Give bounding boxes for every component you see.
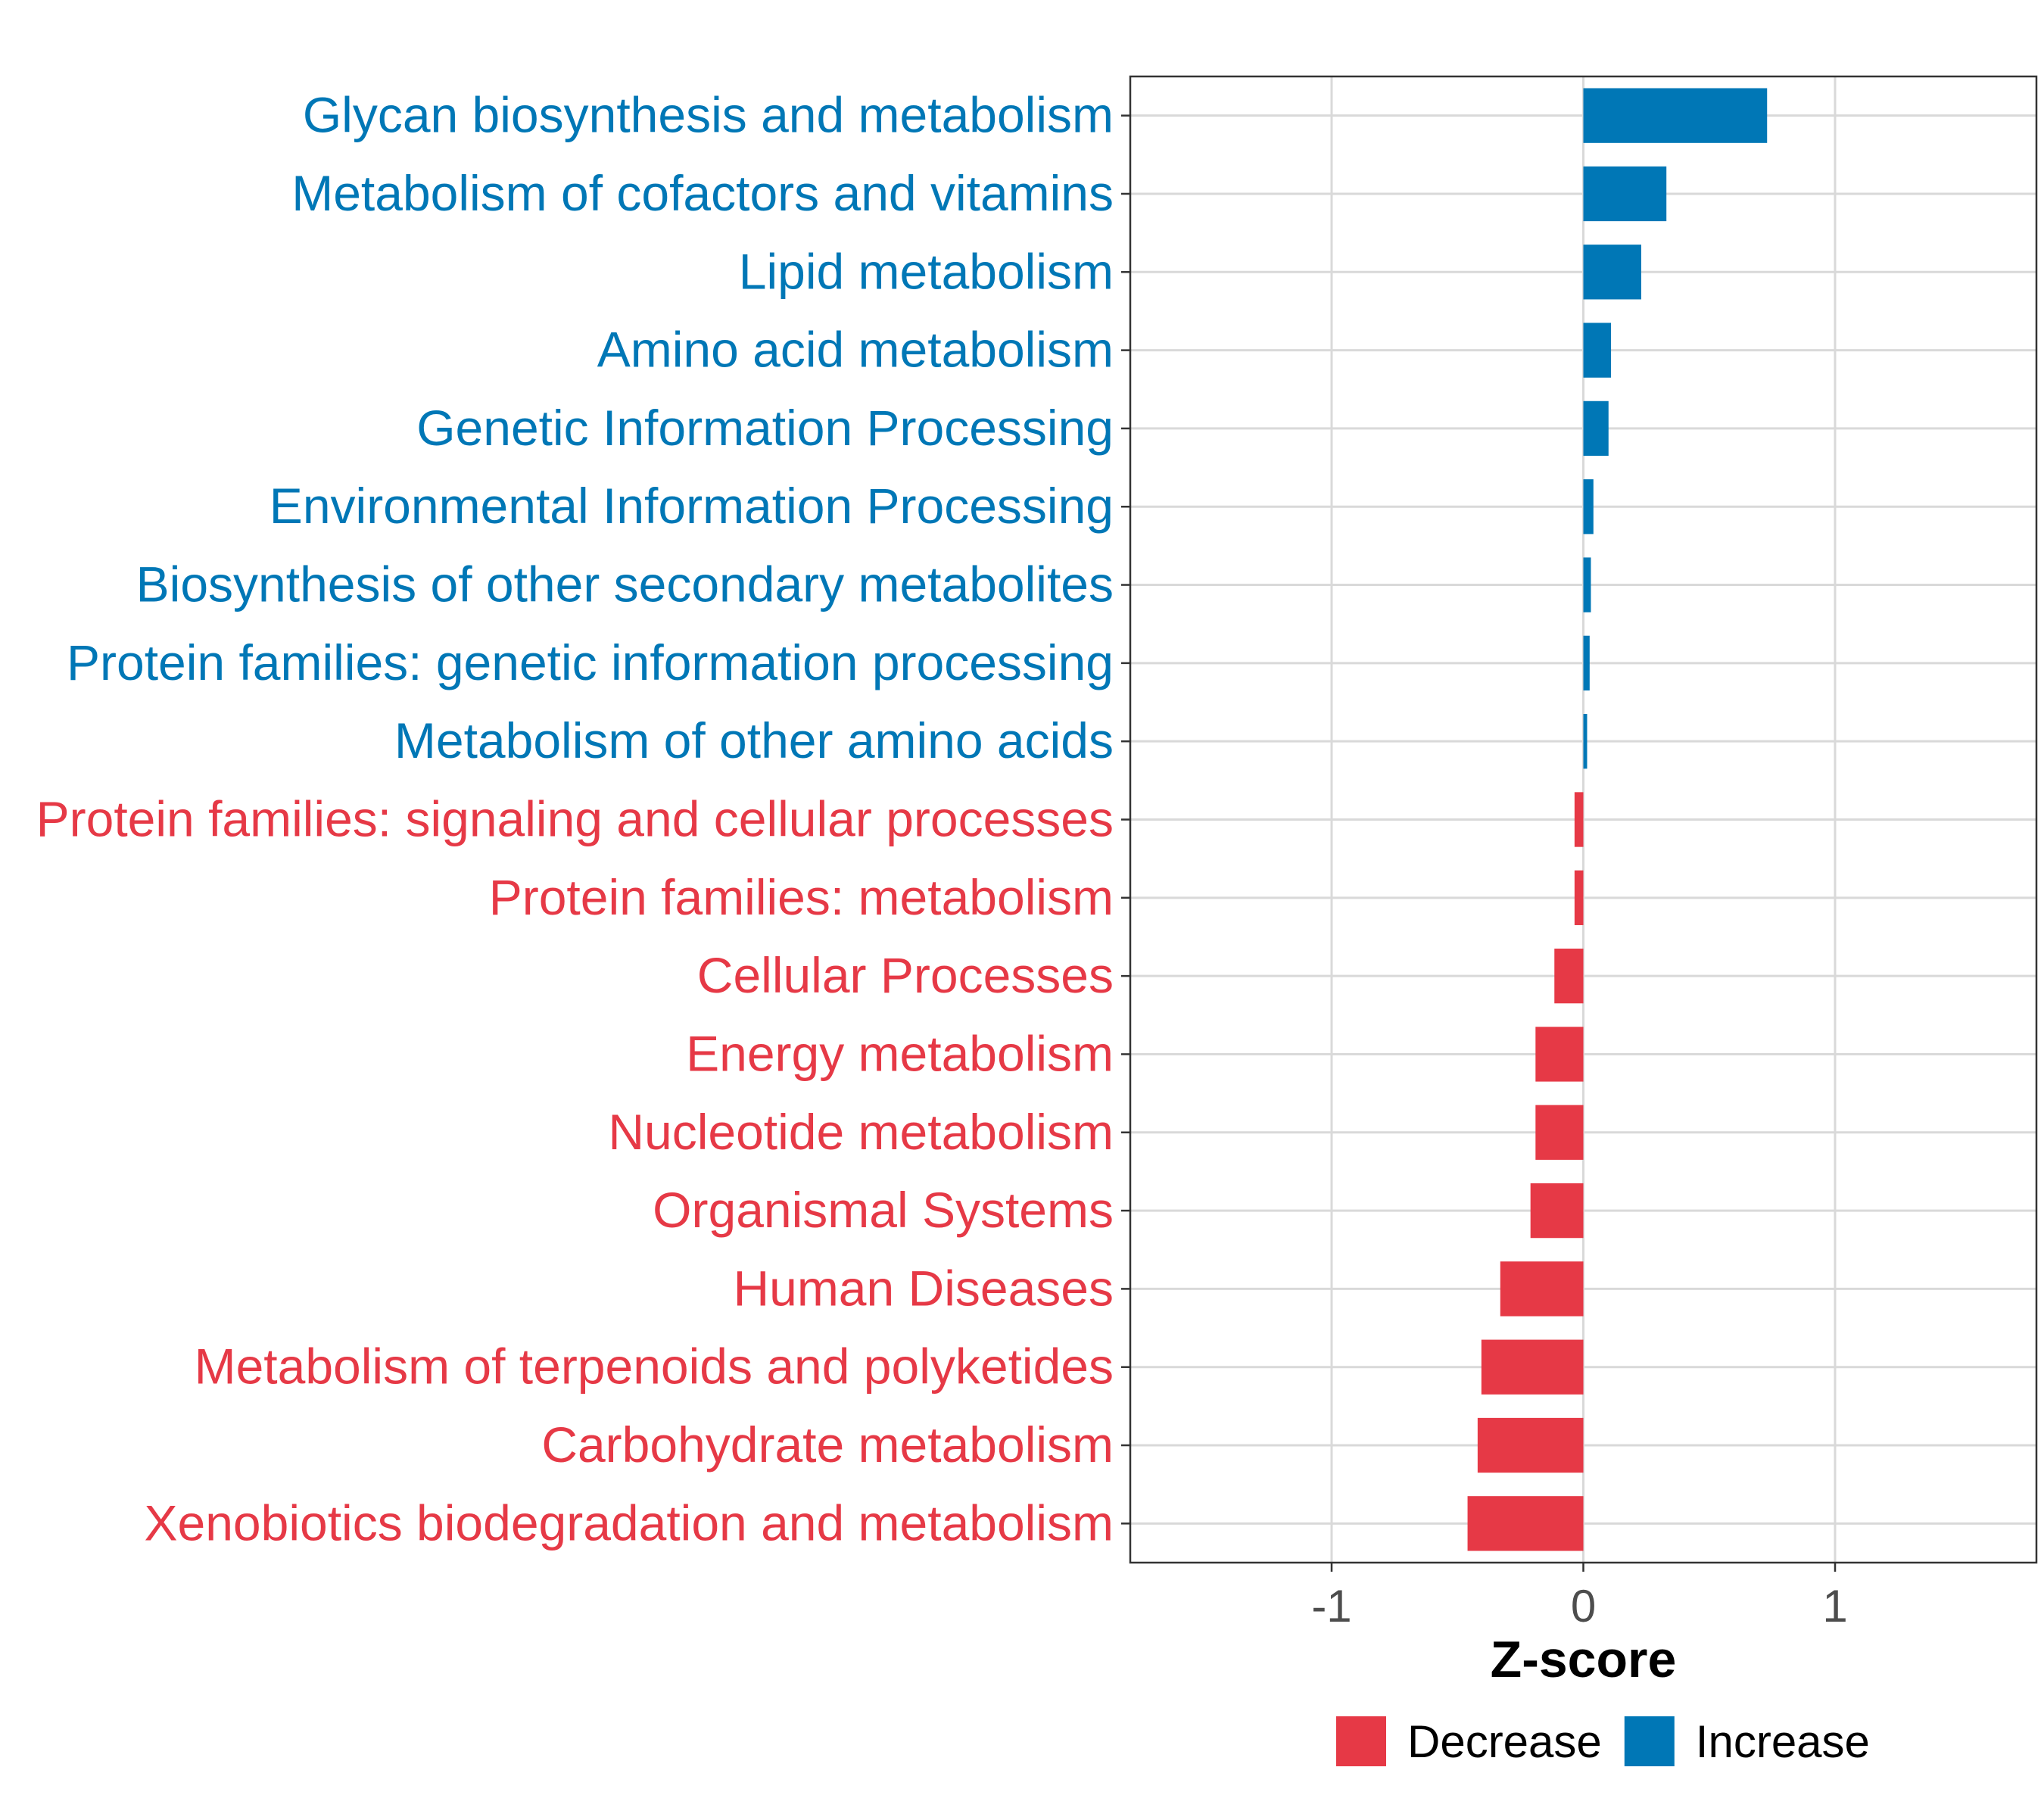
bar [1583, 166, 1667, 222]
bar [1583, 323, 1612, 378]
bar [1583, 635, 1590, 691]
legend-label-decrease: Decrease [1407, 1716, 1602, 1767]
bar [1467, 1496, 1584, 1551]
category-label: Organismal Systems [653, 1182, 1114, 1238]
legend-key-decrease [1336, 1716, 1386, 1766]
category-label: Protein families: metabolism [489, 869, 1114, 925]
bar [1574, 792, 1584, 847]
legend: Decrease Increase [1336, 1716, 1870, 1767]
category-label: Metabolism of terpenoids and polyketides [195, 1339, 1114, 1395]
x-axis-ticks: -1 0 1 [1311, 1563, 1848, 1632]
legend-label-increase: Increase [1696, 1716, 1870, 1767]
category-label: Biosynthesis of other secondary metaboli… [136, 556, 1114, 612]
bar [1583, 400, 1609, 457]
category-label: Amino acid metabolism [597, 322, 1114, 378]
category-label: Protein families: signaling and cellular… [36, 791, 1114, 847]
y-axis-category-labels: Glycan biosynthesis and metabolism Metabo… [36, 87, 1114, 1551]
y-axis-ticks [1121, 114, 1130, 1525]
x-axis-title: Z-score [1491, 1631, 1677, 1688]
bar [1535, 1027, 1584, 1082]
category-label: Protein families: genetic information pr… [67, 634, 1114, 690]
bar [1583, 557, 1591, 612]
bar [1583, 479, 1594, 535]
bar [1477, 1417, 1584, 1473]
category-label: Energy metabolism [686, 1025, 1114, 1081]
category-label: Cellular Processes [697, 947, 1114, 1003]
category-label: Genetic Information Processing [416, 400, 1114, 456]
bar [1481, 1339, 1584, 1395]
bar [1583, 245, 1641, 300]
bar [1530, 1183, 1584, 1239]
category-label: Metabolism of other amino acids [394, 712, 1114, 768]
bars [1467, 88, 1768, 1551]
category-label: Human Diseases [733, 1260, 1114, 1316]
bar [1574, 870, 1584, 925]
category-label: Environmental Information Processing [270, 478, 1114, 534]
x-tick-label: -1 [1311, 1581, 1351, 1632]
x-tick-label: 1 [1822, 1581, 1847, 1632]
category-label: Nucleotide metabolism [608, 1104, 1114, 1160]
bar [1500, 1261, 1584, 1317]
category-label: Xenobiotics biodegradation and metabolis… [145, 1494, 1114, 1551]
bar [1583, 714, 1588, 769]
category-label: Carbohydrate metabolism [541, 1417, 1114, 1473]
category-label: Lipid metabolism [739, 243, 1114, 299]
bar [1554, 948, 1584, 1004]
legend-key-increase [1624, 1716, 1675, 1766]
category-label: Glycan biosynthesis and metabolism [303, 87, 1114, 143]
bar [1535, 1105, 1584, 1160]
category-label: Metabolism of cofactors and vitamins [291, 165, 1114, 221]
bar [1583, 88, 1768, 143]
x-tick-label: 0 [1571, 1581, 1596, 1632]
